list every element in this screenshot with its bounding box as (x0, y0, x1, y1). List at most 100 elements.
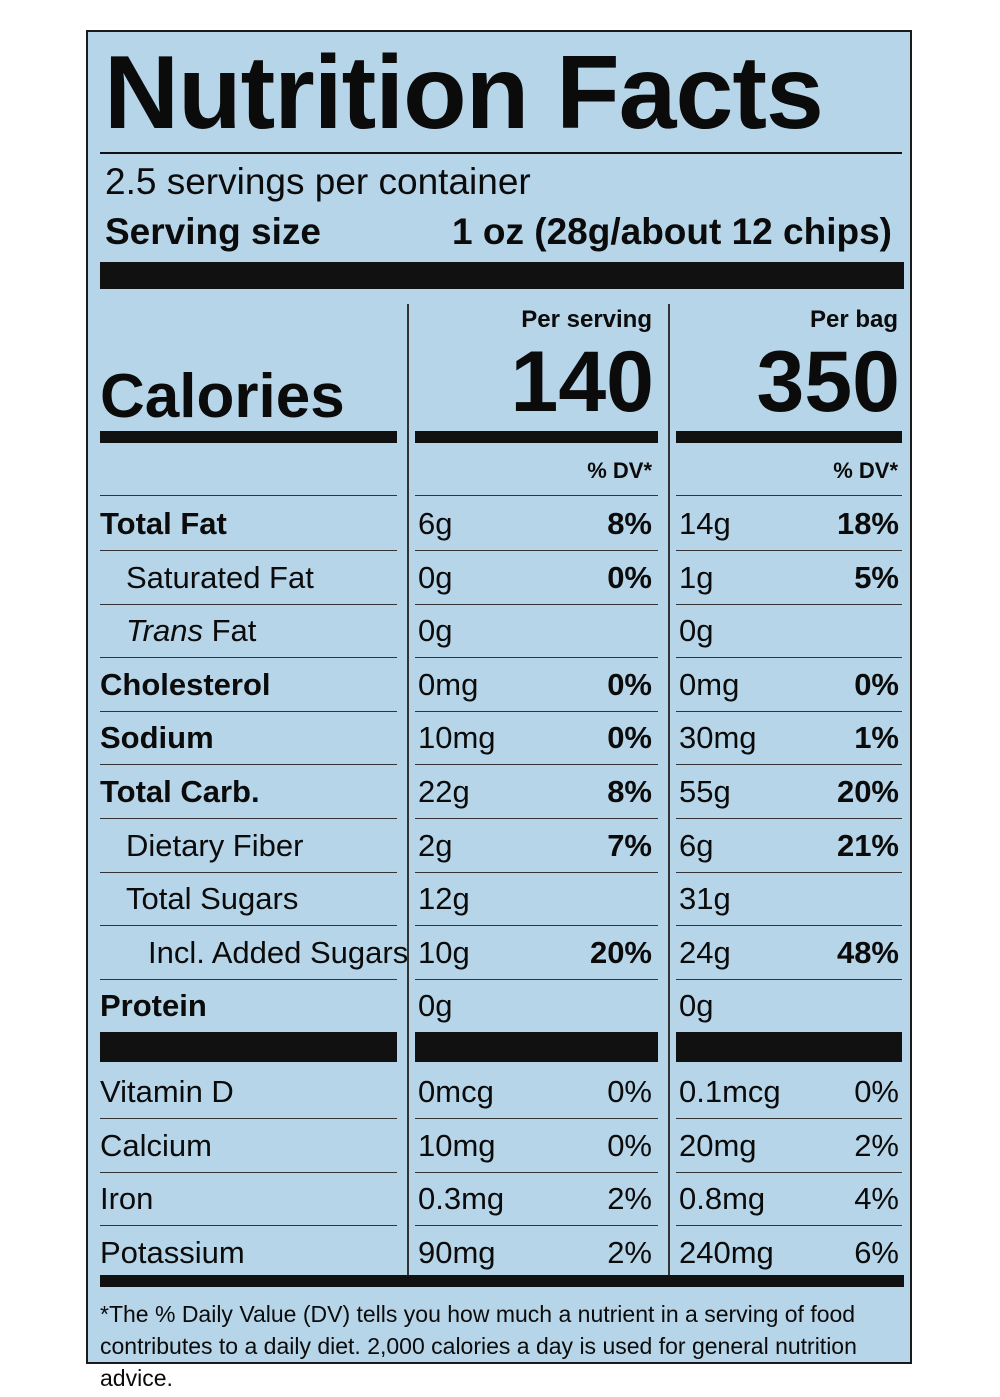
serving-amt-value: 6g (418, 506, 453, 541)
vitamin-serving-amt-value: 0mcg (418, 1074, 494, 1109)
nutrient-label: Protein (100, 988, 207, 1024)
row-divider (100, 871, 397, 873)
bag-amt-value: 6g (679, 827, 714, 863)
calories-label: Calories (100, 362, 345, 431)
row-divider (100, 495, 397, 496)
nutrient-label: Trans Fat (126, 604, 256, 657)
serving-amt-value: 10g (418, 934, 470, 970)
dv-heading: % DV* (833, 458, 898, 483)
vitamin-serving-dv-value: 2% (607, 1181, 652, 1216)
row-divider (676, 603, 902, 605)
row-divider (676, 764, 902, 766)
serving-size-label: Serving size (105, 211, 321, 252)
calories-bar (676, 431, 902, 443)
serving-amt-value: 2g (418, 827, 453, 863)
vitamin-bag-dv-value: 4% (854, 1181, 899, 1216)
row-divider (676, 657, 902, 659)
nutrient-label-italic: Trans (126, 613, 203, 649)
serving-amt-value: 0g (418, 559, 453, 595)
nutrient-label: Sodium (100, 720, 214, 756)
vitamin-bag-amt-value: 240mg (679, 1234, 774, 1270)
bag-dv-value: 5% (854, 559, 899, 595)
thick-divider (676, 1032, 902, 1062)
bag-dv-value: 48% (836, 934, 899, 970)
bag-dv-value: 18% (836, 506, 899, 541)
serving-dv-value: 7% (607, 827, 652, 863)
vitamin-label: Vitamin D (100, 1074, 234, 1109)
calories-bar (415, 431, 658, 443)
serving-dv-value: 0% (607, 720, 652, 756)
calories-per-bag: 350 (756, 334, 901, 430)
serving-dv-value: 0% (607, 559, 652, 595)
nutrition-facts-panel: Nutrition Facts 2.5 servings per contain… (86, 30, 912, 1391)
row-divider (100, 550, 397, 551)
bag-amt-value: 30mg (679, 720, 757, 756)
bag-amt-value: 24g (679, 934, 731, 970)
serving-amt-value: 0g (418, 613, 453, 649)
bag-amt-value: 0g (679, 988, 714, 1024)
vitamin-serving-dv-value: 0% (607, 1127, 652, 1163)
vitamin-serving-amt-value: 10mg (418, 1127, 496, 1163)
bag-amt-value: 14g (679, 506, 731, 541)
row-divider (676, 925, 902, 927)
serving-dv-value: 20% (589, 934, 652, 970)
row-divider (100, 710, 397, 712)
serving-dv-value: 8% (607, 506, 652, 541)
nutrient-label: Total Fat (100, 506, 227, 541)
row-divider (415, 764, 658, 766)
column-divider (407, 304, 409, 1276)
bag-dv-value: 0% (854, 666, 899, 702)
vitamin-bag-amt-value: 0.8mg (679, 1181, 766, 1216)
serving-amt-value: 12g (418, 881, 470, 917)
vitamin-bag-amt-value: 20mg (679, 1127, 757, 1163)
servings-per-container: 2.5 servings per container (105, 161, 531, 202)
row-divider (676, 871, 902, 873)
serving-dv-value: 8% (607, 774, 652, 809)
bag-amt-value: 31g (679, 881, 731, 917)
vitamin-bag-dv-value: 2% (854, 1127, 899, 1163)
serving-amt-value: 10mg (418, 720, 496, 756)
serving-size-value: 1 oz (28g/about 12 chips) (452, 211, 892, 252)
column-divider (668, 304, 670, 1276)
per-serving-heading: Per serving (521, 306, 652, 333)
row-divider (100, 657, 397, 659)
row-divider (100, 764, 397, 766)
nutrient-label-text: Fat (202, 613, 257, 649)
nutrient-label: Dietary Fiber (126, 827, 304, 863)
thick-divider (415, 1032, 658, 1062)
row-divider (415, 925, 658, 927)
row-divider (100, 925, 397, 927)
vitamin-label: Calcium (100, 1127, 212, 1163)
vitamin-serving-amt-value: 90mg (418, 1234, 496, 1270)
row-divider (676, 550, 902, 551)
vitamin-serving-dv-value: 0% (607, 1074, 652, 1109)
row-divider (676, 978, 902, 980)
row-divider (676, 1171, 902, 1173)
vitamin-serving-amt-value: 0.3mg (418, 1181, 505, 1216)
serving-amt-value: 0mg (418, 666, 479, 702)
row-divider (676, 710, 902, 712)
bag-amt-value: 0mg (679, 666, 740, 702)
nutrient-label: Saturated Fat (126, 559, 314, 595)
vitamin-serving-dv-value: 2% (607, 1234, 652, 1270)
thick-divider (100, 1275, 904, 1287)
row-divider (100, 1225, 397, 1226)
row-divider (100, 1171, 397, 1173)
row-divider (415, 603, 658, 605)
vitamin-label: Iron (100, 1181, 154, 1216)
nutrient-label: Total Sugars (126, 881, 299, 917)
row-divider (676, 818, 902, 819)
row-divider (415, 1225, 658, 1226)
row-divider (415, 550, 658, 551)
row-divider (676, 495, 902, 496)
bag-dv-value: 21% (836, 827, 899, 863)
thick-divider (100, 1032, 397, 1062)
panel-title: Nutrition Facts (104, 35, 824, 151)
serving-amt-value: 22g (418, 774, 470, 809)
vitamin-label: Potassium (100, 1234, 245, 1270)
bag-amt-value: 55g (679, 774, 731, 809)
bag-amt-value: 1g (679, 559, 714, 595)
divider (100, 152, 902, 154)
row-divider (676, 1225, 902, 1226)
nutrient-label: Cholesterol (100, 666, 271, 702)
